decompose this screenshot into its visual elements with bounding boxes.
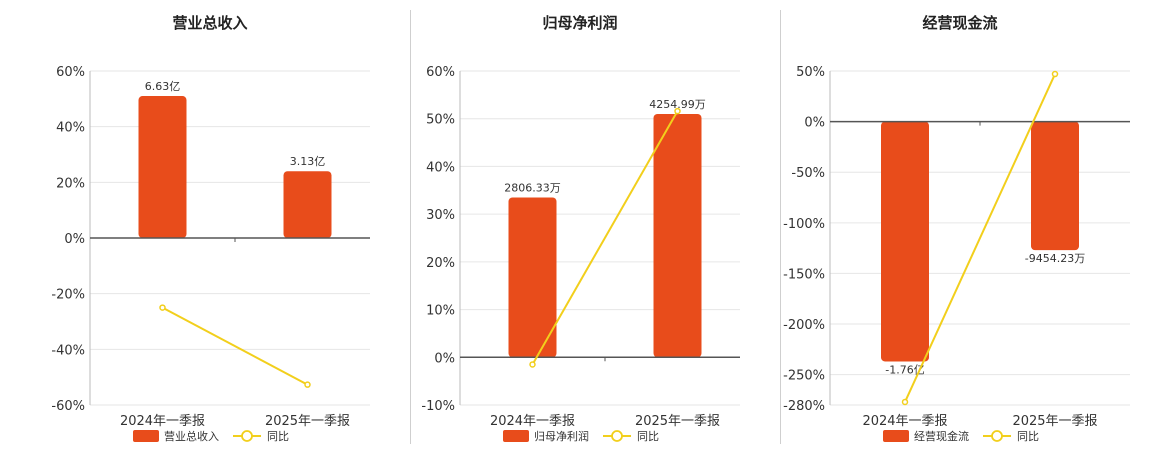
y-tick-label: -50% xyxy=(791,166,825,181)
legend-line-marker xyxy=(991,430,1003,442)
yoy-point xyxy=(1051,70,1059,78)
y-tick-label: 20% xyxy=(426,256,455,271)
y-tick-label: -10% xyxy=(421,399,455,414)
chart-net-profit: 归母净利润 60% 50% 40% 30% 20% 10% 0% -10% 2806.33万 425… xyxy=(421,14,740,443)
bar-data-label: 3.13亿 xyxy=(290,155,326,168)
chart-panel-revenue: 营业总收入 60% 40% 20% 0% -20% -40% -60% 6.63亿 3.13亿 20… xyxy=(0,0,370,450)
bar xyxy=(881,121,929,362)
y-tick-label: -200% xyxy=(783,318,825,333)
x-category-label: 2024年一季报 xyxy=(490,414,575,429)
y-tick-label: 0% xyxy=(64,232,85,247)
y-tick-label: 0% xyxy=(804,116,825,131)
bar-data-label: 2806.33万 xyxy=(504,181,561,194)
chart-title: 营业总收入 xyxy=(172,14,247,32)
legend-bar-label: 营业总收入 xyxy=(164,429,219,443)
y-tick-label: 40% xyxy=(426,160,455,175)
legend-bar-swatch xyxy=(133,430,159,442)
yoy-point xyxy=(159,304,166,311)
legend-line-label: 同比 xyxy=(637,430,659,443)
x-category-label: 2025年一季报 xyxy=(635,414,720,429)
y-tick-label: -100% xyxy=(783,217,825,232)
y-tick-label: 0% xyxy=(434,351,455,366)
bar-data-label: -1.76亿 xyxy=(885,363,924,376)
y-tick-label: 30% xyxy=(426,208,455,223)
bar-data-label: 6.63亿 xyxy=(145,80,181,93)
x-category-label: 2024年一季报 xyxy=(862,414,947,429)
x-category-label: 2025年一季报 xyxy=(265,414,350,429)
legend-bar-swatch xyxy=(503,430,529,442)
x-category-label: 2025年一季报 xyxy=(1012,414,1097,429)
yoy-point xyxy=(901,398,909,406)
y-tick-label: -150% xyxy=(783,267,825,282)
legend-bar-label: 归母净利润 xyxy=(534,429,589,443)
y-tick-label: -60% xyxy=(51,399,85,414)
bar xyxy=(1031,121,1079,251)
y-tick-label: -20% xyxy=(51,288,85,303)
yoy-point xyxy=(304,381,311,388)
chart-panel-cash-flow: 经营现金流 50% 0% -50% -100% -150% -200% -250% -280% -… xyxy=(740,0,1130,450)
bar-data-label: 4254.99万 xyxy=(649,98,706,111)
legend-line-label: 同比 xyxy=(1017,430,1039,443)
bar xyxy=(138,96,187,238)
bar xyxy=(653,113,702,358)
legend-line-marker xyxy=(241,430,253,442)
panel-divider xyxy=(410,10,411,444)
yoy-point xyxy=(529,361,536,368)
y-tick-label: 40% xyxy=(56,121,85,136)
legend-line-marker xyxy=(611,430,623,442)
y-tick-label: 60% xyxy=(56,65,85,80)
panel-divider xyxy=(780,10,781,444)
y-tick-label: 50% xyxy=(426,113,455,128)
chart-title: 经营现金流 xyxy=(922,14,997,32)
legend-bar-label: 经营现金流 xyxy=(914,429,969,443)
y-tick-label: 20% xyxy=(56,176,85,191)
legend-line-label: 同比 xyxy=(267,430,289,443)
yoy-line xyxy=(531,110,679,365)
yoy-line xyxy=(162,306,308,386)
y-tick-label: -250% xyxy=(783,369,825,384)
yoy-point xyxy=(674,107,681,115)
y-tick-label: 60% xyxy=(426,65,455,80)
x-category-label: 2024年一季报 xyxy=(120,414,205,429)
y-tick-label: 50% xyxy=(796,65,825,80)
chart-panel-net-profit: 归母净利润 60% 50% 40% 30% 20% 10% 0% -10% 2806.33万 425… xyxy=(370,0,740,450)
y-tick-label: 10% xyxy=(426,304,455,319)
yoy-line xyxy=(904,73,1056,403)
chart-cash-flow: 经营现金流 50% 0% -50% -100% -150% -200% -250% -280% -… xyxy=(783,14,1130,443)
y-tick-label: -280% xyxy=(783,399,825,414)
chart-revenue: 营业总收入 60% 40% 20% 0% -20% -40% -60% 6.63亿 3.13亿 20… xyxy=(51,14,370,443)
bar xyxy=(283,171,332,238)
legend-bar-swatch xyxy=(883,430,909,442)
bar-data-label: -9454.23万 xyxy=(1025,252,1085,265)
y-tick-label: -40% xyxy=(51,343,85,358)
chart-title: 归母净利润 xyxy=(542,14,617,32)
bar xyxy=(508,197,557,358)
